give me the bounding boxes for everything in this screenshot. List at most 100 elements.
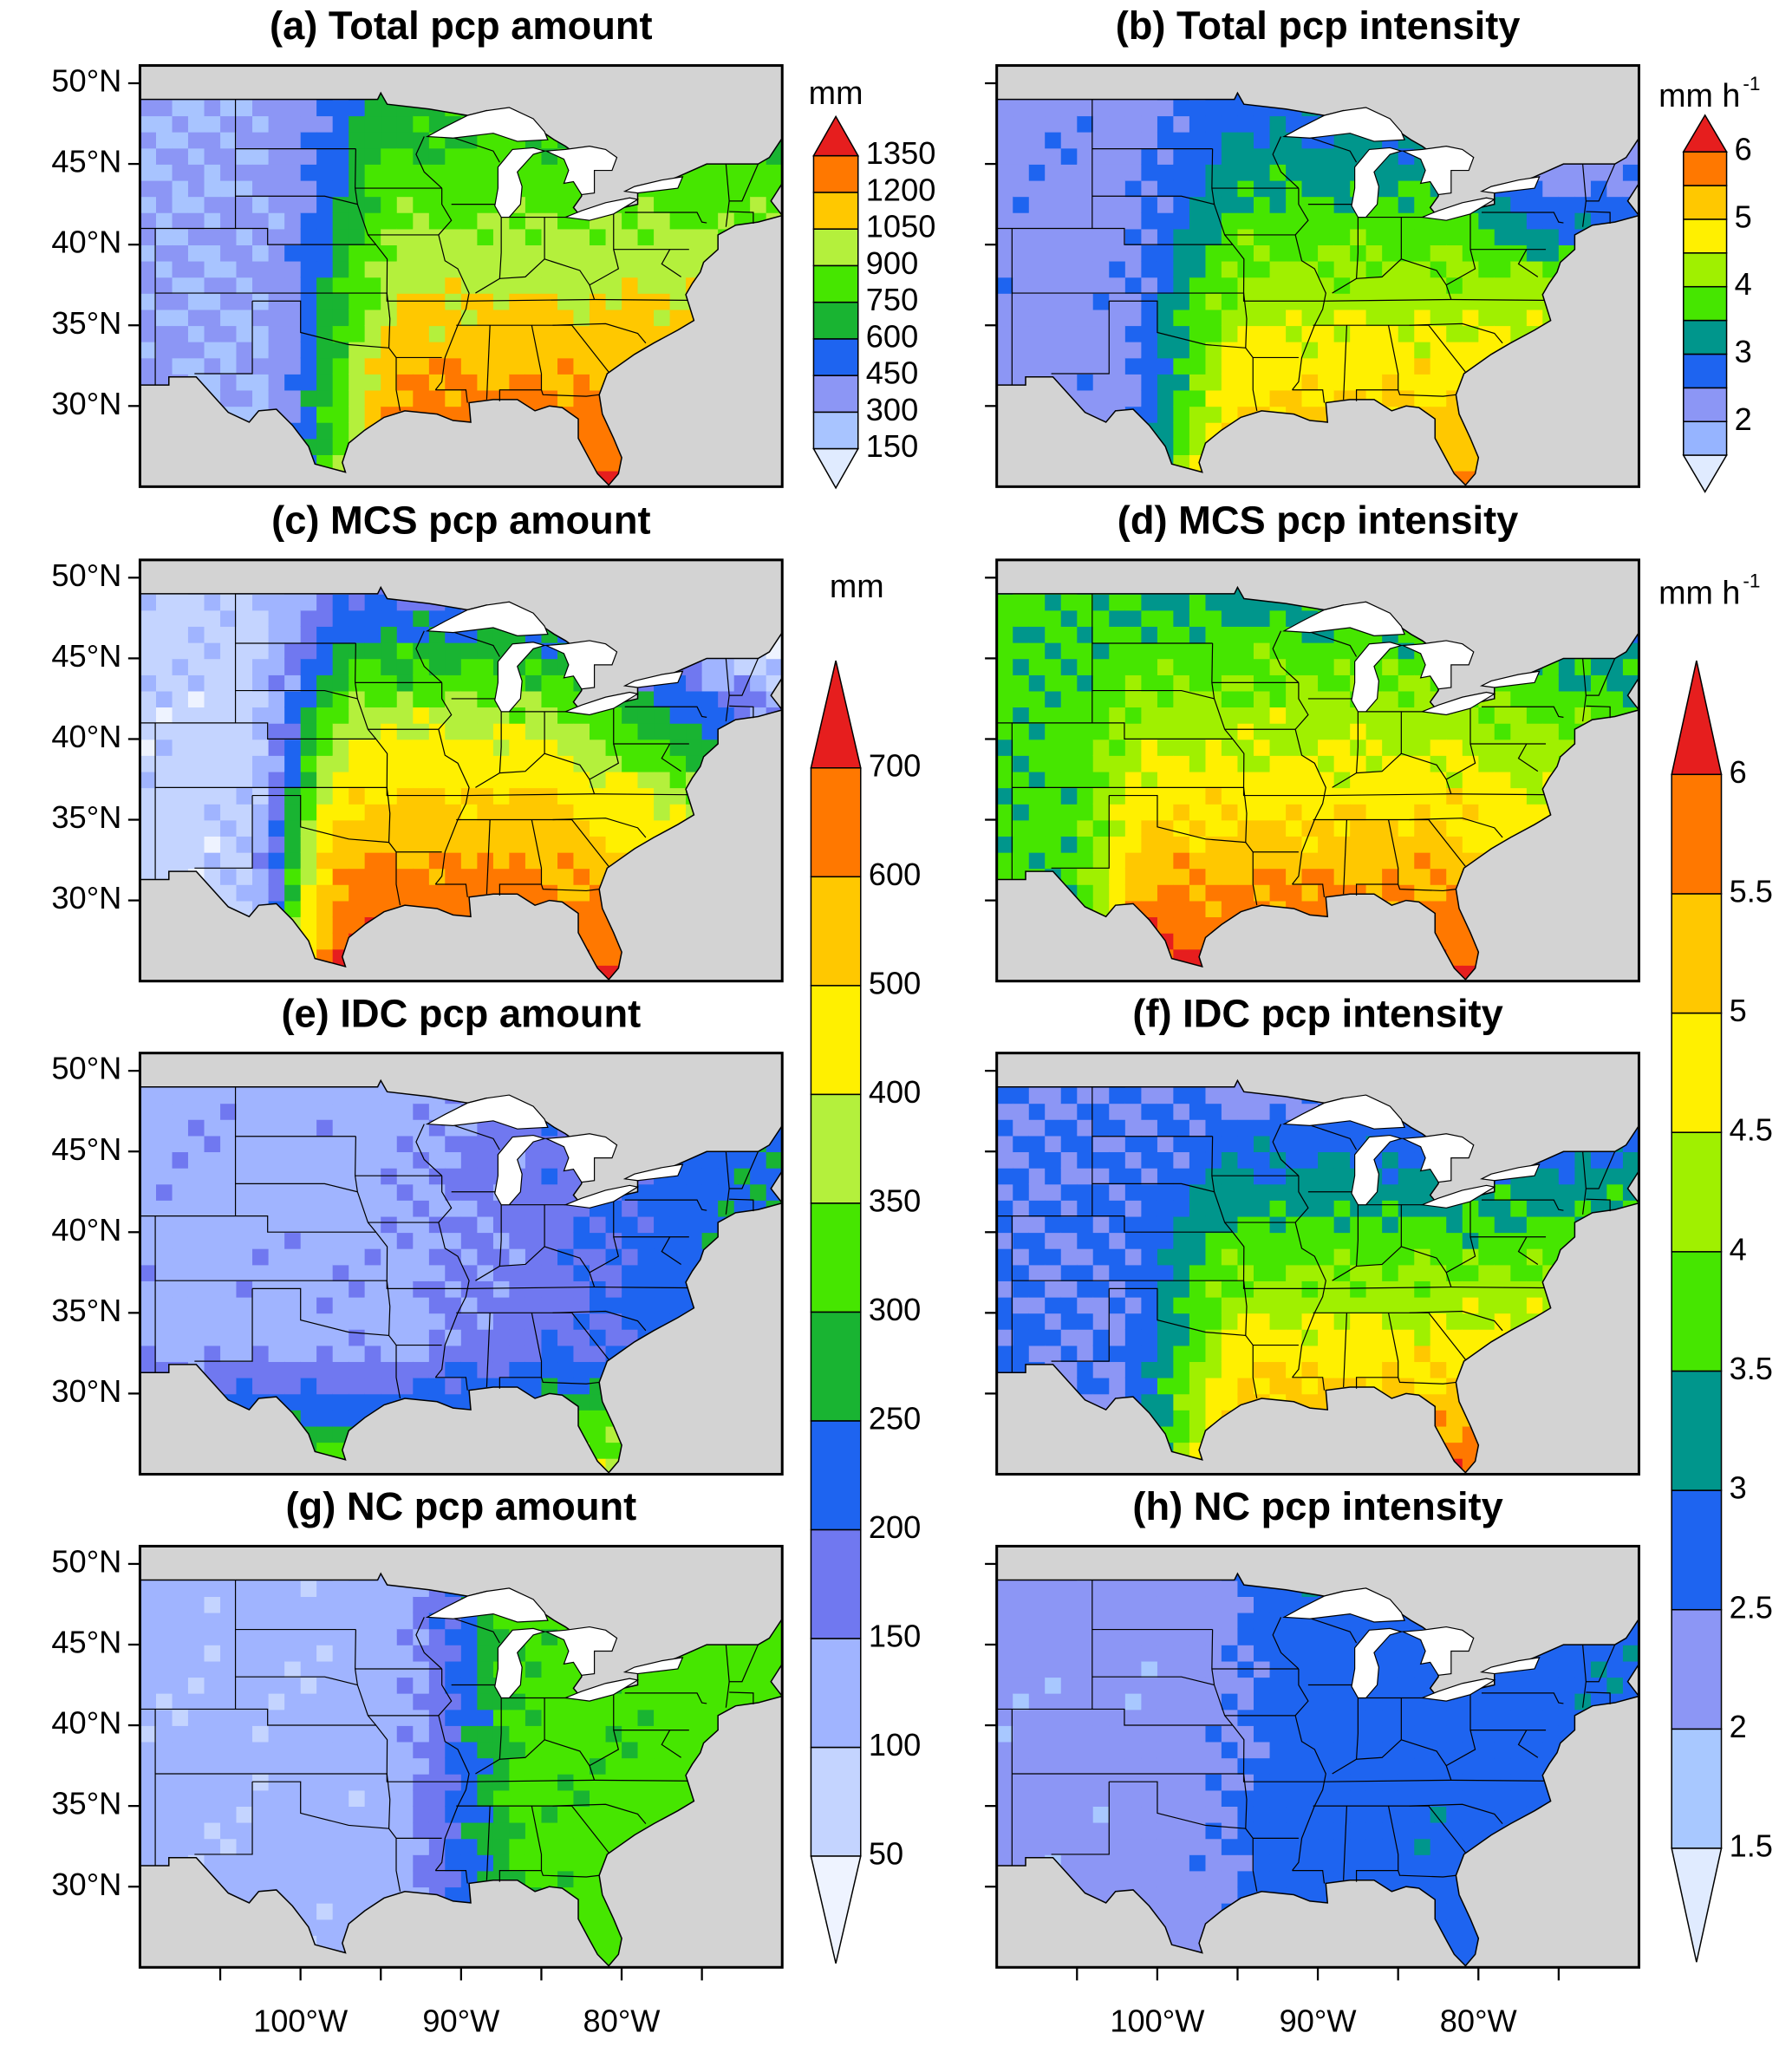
map-cell xyxy=(268,325,286,342)
state-border xyxy=(1428,819,1466,867)
map-cell xyxy=(573,228,590,245)
map-cell xyxy=(220,309,238,327)
map-cell xyxy=(460,755,479,772)
map-cell xyxy=(252,803,270,821)
map-cell xyxy=(1221,658,1239,675)
map-cell xyxy=(1542,739,1560,756)
map-cell xyxy=(349,1393,366,1411)
map-cell xyxy=(1301,642,1319,660)
map-cell xyxy=(220,1086,238,1104)
map-cell xyxy=(172,1232,190,1249)
map-cell xyxy=(396,212,414,230)
map-cell xyxy=(1253,228,1271,245)
map-cell xyxy=(1237,658,1254,675)
map-cell xyxy=(381,164,398,181)
map-cell xyxy=(1382,179,1399,198)
map-cell xyxy=(1141,722,1158,740)
map-cell xyxy=(268,277,286,294)
map-cell xyxy=(1141,609,1158,627)
map-cell xyxy=(1269,626,1287,643)
map-cell xyxy=(1286,851,1303,870)
map-cell xyxy=(316,690,334,708)
map-cell xyxy=(300,341,318,359)
map-cell xyxy=(413,658,430,675)
map-cell xyxy=(1526,722,1544,740)
map-cell xyxy=(1045,722,1062,740)
map-cell xyxy=(284,228,302,245)
map-cell xyxy=(1013,803,1030,821)
map-cell xyxy=(1269,771,1287,789)
map-cell xyxy=(1526,196,1544,213)
map-cell xyxy=(1350,755,1367,772)
map-cell xyxy=(268,819,286,837)
map-cell xyxy=(525,674,543,692)
map-cell xyxy=(381,357,398,375)
map-cell xyxy=(1109,260,1126,278)
map-cell xyxy=(1077,293,1094,310)
map-cell xyxy=(1510,260,1528,278)
map-cell xyxy=(573,819,590,837)
map-cell xyxy=(428,277,446,294)
map-cell xyxy=(1510,803,1528,821)
map-cell xyxy=(1301,803,1319,821)
map-cell xyxy=(236,1345,253,1363)
map-cell xyxy=(396,690,414,708)
map-cell xyxy=(1013,722,1030,740)
map-cell xyxy=(1205,626,1222,643)
map-cell xyxy=(1558,722,1576,740)
map-cell xyxy=(573,341,590,359)
map-cell xyxy=(300,131,318,149)
map-cell xyxy=(1189,228,1207,245)
map-cell xyxy=(284,179,302,198)
map-cell xyxy=(1173,228,1190,245)
map-cell xyxy=(1398,212,1416,230)
map-cell xyxy=(1205,868,1222,885)
map-cell xyxy=(1542,722,1560,740)
map-cell xyxy=(1365,309,1384,327)
map-cell xyxy=(413,228,430,245)
map-cell xyxy=(1205,406,1222,423)
map-cell xyxy=(332,884,350,902)
map-cell xyxy=(1253,341,1271,359)
map-cell xyxy=(1060,374,1078,391)
map-cell xyxy=(1013,674,1030,692)
map-cell xyxy=(268,260,286,278)
map-cell xyxy=(654,212,671,230)
map-cell xyxy=(1060,707,1078,724)
map-cell xyxy=(1301,771,1319,789)
map-cell xyxy=(284,690,302,708)
state-border xyxy=(434,682,470,885)
map-cell xyxy=(525,690,543,708)
map-cell xyxy=(1173,803,1190,821)
map-cell xyxy=(1189,900,1207,918)
map-cell xyxy=(413,260,430,278)
map-cell xyxy=(492,357,511,375)
map-cell xyxy=(172,260,190,278)
map-cell xyxy=(284,1167,302,1185)
map-cell xyxy=(1494,260,1512,278)
map-cell xyxy=(557,787,575,805)
map-cell xyxy=(996,642,1014,660)
map-cell xyxy=(1382,341,1399,359)
map-cell xyxy=(445,374,462,391)
map-cell xyxy=(236,609,253,627)
map-cell xyxy=(669,309,687,327)
map-cell xyxy=(428,309,446,327)
map-cell xyxy=(1286,309,1303,327)
map-cell xyxy=(284,260,302,278)
map-cell xyxy=(1092,374,1111,391)
map-cell xyxy=(396,1200,414,1217)
map-cell xyxy=(573,851,590,870)
map-cell xyxy=(316,212,334,230)
map-cell xyxy=(236,771,253,789)
map-cell xyxy=(396,147,414,165)
map-cell xyxy=(268,1248,286,1266)
map-cell xyxy=(477,658,494,675)
map-cell xyxy=(686,755,703,772)
state-border xyxy=(485,325,491,400)
map-cell xyxy=(1510,755,1528,772)
map-cell xyxy=(622,293,639,310)
map-cell xyxy=(428,147,446,165)
map-cell xyxy=(996,115,1014,133)
map-cell xyxy=(316,244,334,262)
